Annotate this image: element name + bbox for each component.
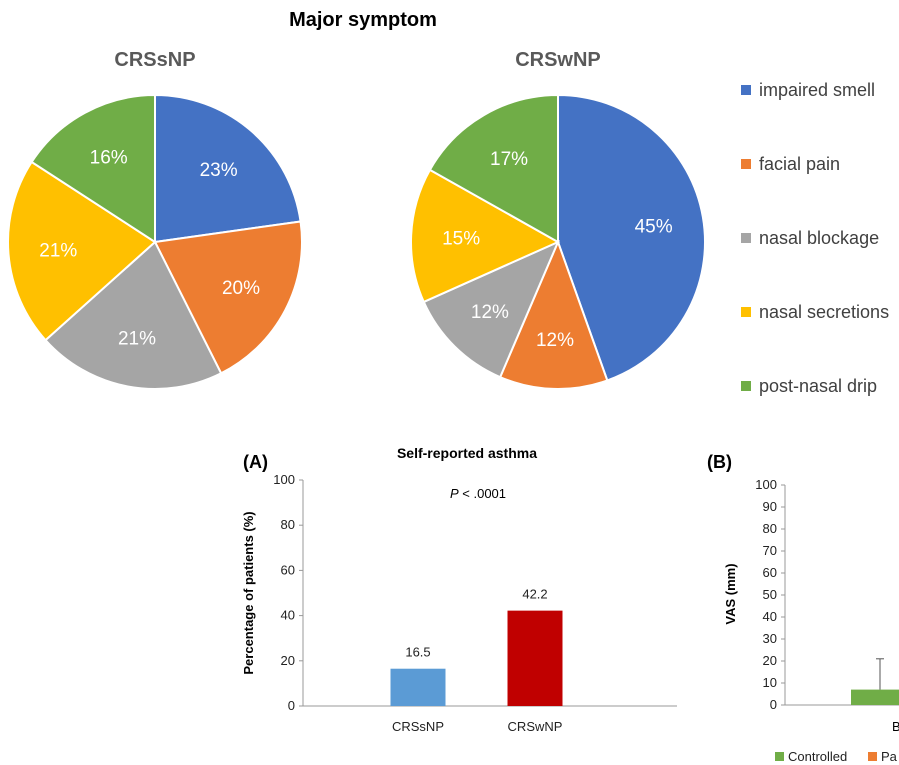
asthma-category-label: CRSsNP: [392, 719, 444, 734]
p-value-text: < .0001: [459, 486, 506, 501]
vas-y-tick-label: 90: [763, 499, 777, 514]
legend-label: post-nasal drip: [759, 376, 877, 396]
vas-y-tick-label: 30: [763, 631, 777, 646]
asthma-y-tick-label: 40: [281, 608, 295, 623]
vas-y-axis-label: VAS (mm): [723, 563, 738, 624]
crswnp-slice-label: 12%: [536, 330, 574, 351]
vas-y-tick-label: 70: [763, 543, 777, 558]
crssnp-pie: 23% 20% 21% 21% 16%: [7, 93, 303, 390]
vas-y-tick-label: 50: [763, 587, 777, 602]
vas-y-tick-label: 80: [763, 521, 777, 536]
legend-label: facial pain: [759, 154, 840, 174]
asthma-bar-chart: 0 20 40 60 80 100 16.5 CRSsNP 42.2 CRSwNP: [273, 472, 677, 734]
crssnp-slice-label: 23%: [200, 160, 238, 181]
asthma-y-tick-label: 80: [281, 517, 295, 532]
asthma-y-tick-label: 0: [288, 698, 295, 713]
asthma-y-axis-label: Percentage of patients (%): [241, 511, 256, 674]
crswnp-pie: 45% 12% 12% 15% 17%: [410, 93, 706, 390]
crswnp-slice-label: 45%: [635, 216, 673, 237]
asthma-bar-value-label: 16.5: [405, 645, 430, 660]
crssnp-slice-label: 16%: [90, 148, 128, 169]
legend-label: nasal blockage: [759, 228, 879, 248]
vas-bar-controlled: [851, 689, 899, 705]
vas-y-tick-label: 10: [763, 675, 777, 690]
crswnp-slice-facial-pain: [498, 239, 609, 390]
crssnp-slice-impaired-smell: [154, 93, 302, 244]
legend-swatch: [741, 307, 751, 317]
legend-label: nasal secretions: [759, 302, 889, 322]
crssnp-slice-label: 21%: [39, 241, 77, 262]
asthma-category-label: CRSwNP: [508, 719, 563, 734]
legend-swatch: [741, 233, 751, 243]
vas-legend: Controlled Pa: [775, 749, 898, 764]
crssnp-slice-post-nasal-drip: [30, 93, 156, 244]
vas-legend-swatch: [775, 752, 784, 761]
crswnp-slice-impaired-smell: [557, 93, 706, 382]
legend-swatch: [741, 159, 751, 169]
legend-label: impaired smell: [759, 80, 875, 100]
crssnp-slice-label: 20%: [222, 278, 260, 299]
crswnp-slice-label: 12%: [471, 302, 509, 323]
p-value-annotation: P < .0001: [450, 486, 506, 501]
vas-y-tick-label: 100: [755, 477, 777, 492]
legend-swatch: [741, 381, 751, 391]
crswnp-slice-nasal-blockage: [422, 240, 560, 379]
vas-category-label: B: [892, 719, 899, 734]
vas-y-tick-label: 40: [763, 609, 777, 624]
panel-a-label: (A): [243, 452, 268, 472]
vas-legend-label: Pa: [881, 749, 898, 764]
p-symbol: P: [450, 486, 459, 501]
asthma-chart-title: Self-reported asthma: [397, 445, 537, 461]
asthma-y-tick-label: 100: [273, 472, 295, 487]
panel-b-label: (B): [707, 452, 732, 472]
asthma-bar-value-label: 42.2: [522, 587, 547, 602]
crssnp-slice-nasal-secretions: [7, 160, 157, 342]
vas-legend-label: Controlled: [788, 749, 847, 764]
major-symptom-title: Major symptom: [289, 9, 437, 31]
crswnp-slice-post-nasal-drip: [428, 93, 559, 244]
crssnp-pie-title: CRSsNP: [114, 49, 195, 71]
crswnp-slice-label: 15%: [442, 228, 480, 249]
symptom-legend: impaired smell facial pain nasal blockage n…: [741, 80, 889, 396]
asthma-y-tick-label: 20: [281, 653, 295, 668]
crssnp-slice-nasal-blockage: [44, 240, 223, 390]
vas-legend-swatch: [868, 752, 877, 761]
vas-y-tick-label: 60: [763, 565, 777, 580]
crswnp-slice-nasal-secretions: [410, 168, 561, 304]
legend-swatch: [741, 85, 751, 95]
asthma-bar-CRSwNP: [507, 610, 563, 706]
crswnp-slice-label: 17%: [490, 149, 528, 170]
asthma-y-tick-label: 60: [281, 562, 295, 577]
crswnp-pie-title: CRSwNP: [515, 49, 601, 71]
crssnp-slice-label: 21%: [118, 328, 156, 349]
vas-y-tick-label: 0: [770, 697, 777, 712]
asthma-bar-CRSsNP: [390, 668, 446, 706]
vas-y-tick-label: 20: [763, 653, 777, 668]
crssnp-slice-facial-pain: [153, 220, 303, 375]
vas-bar-chart: 0 10 20 30 40 50 60 70 80 90 100: [755, 477, 899, 712]
